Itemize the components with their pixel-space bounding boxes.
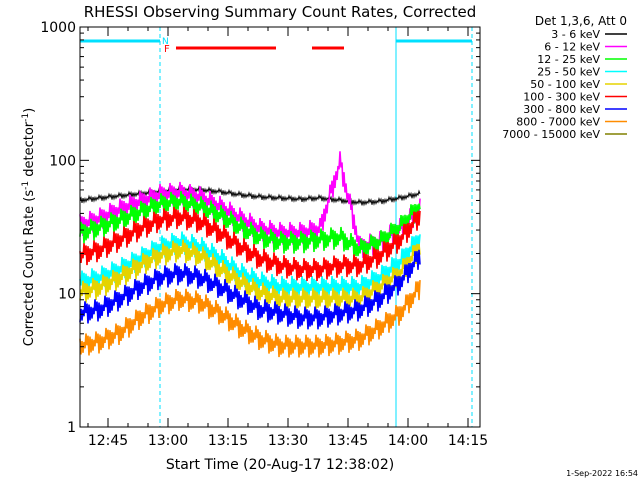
y-axis-label: Corrected Count Rate (s-1 detector-1)	[21, 108, 37, 346]
series-line-7	[79, 280, 421, 358]
flare-flag-label: F	[164, 44, 170, 55]
x-tick-label: 13:00	[148, 433, 188, 449]
x-tick-label: 14:00	[388, 433, 428, 449]
series-line-2	[79, 191, 421, 260]
legend-label-3: 25 - 50 keV	[537, 66, 600, 79]
x-tick-label: 13:15	[208, 433, 248, 449]
y-tick-label: 1	[67, 420, 76, 436]
x-axis-label: Start Time (20-Aug-17 12:38:02)	[166, 457, 394, 473]
y-axis-label-sup2: -1	[21, 113, 31, 122]
legend-label-2: 12 - 25 keV	[537, 53, 600, 66]
series-line-6	[79, 249, 421, 330]
y-tick-label: 10	[58, 287, 76, 303]
night-flag-label: N	[162, 37, 169, 47]
legend-header: Det 1,3,6, Att 0	[535, 14, 627, 28]
x-tick-label: 13:30	[268, 433, 308, 449]
y-axis-label-part3: )	[22, 108, 37, 113]
y-axis-label-part1: Corrected Count Rate (s	[22, 190, 37, 347]
x-tick-label: 12:45	[88, 433, 128, 449]
legend-label-5: 100 - 300 keV	[523, 91, 600, 104]
legend-label-4: 50 - 100 keV	[530, 78, 600, 91]
legend-label-7: 800 - 7000 keV	[516, 116, 600, 129]
y-axis-label-sup1: -1	[21, 181, 31, 190]
legend-label-8: 7000 - 15000 keV	[502, 128, 600, 141]
plot-frame	[79, 26, 481, 428]
y-tick-label: 1000	[40, 20, 76, 36]
plot-timestamp: 1-Sep-2022 16:54	[566, 469, 638, 478]
axes: 1 10 100 1000 12:45 13:00 13:15 13:30 13:45 14:00…	[40, 20, 488, 449]
series-line-4	[79, 239, 421, 311]
chart-title: RHESSI Observing Summary Count Rates, Co…	[84, 3, 477, 21]
plot-area: NF	[79, 27, 473, 427]
series-line-0	[79, 185, 421, 207]
legend-label-1: 6 - 12 keV	[544, 41, 600, 54]
y-axis-label-part2: detector	[22, 121, 37, 181]
legend-label-6: 300 - 800 keV	[523, 103, 600, 116]
x-tick-label: 13:45	[328, 433, 368, 449]
y-tick-label: 100	[49, 153, 76, 169]
legend-label-0: 3 - 6 keV	[551, 28, 600, 41]
x-tick-label: 14:15	[448, 433, 488, 449]
series-line-5	[79, 206, 421, 281]
